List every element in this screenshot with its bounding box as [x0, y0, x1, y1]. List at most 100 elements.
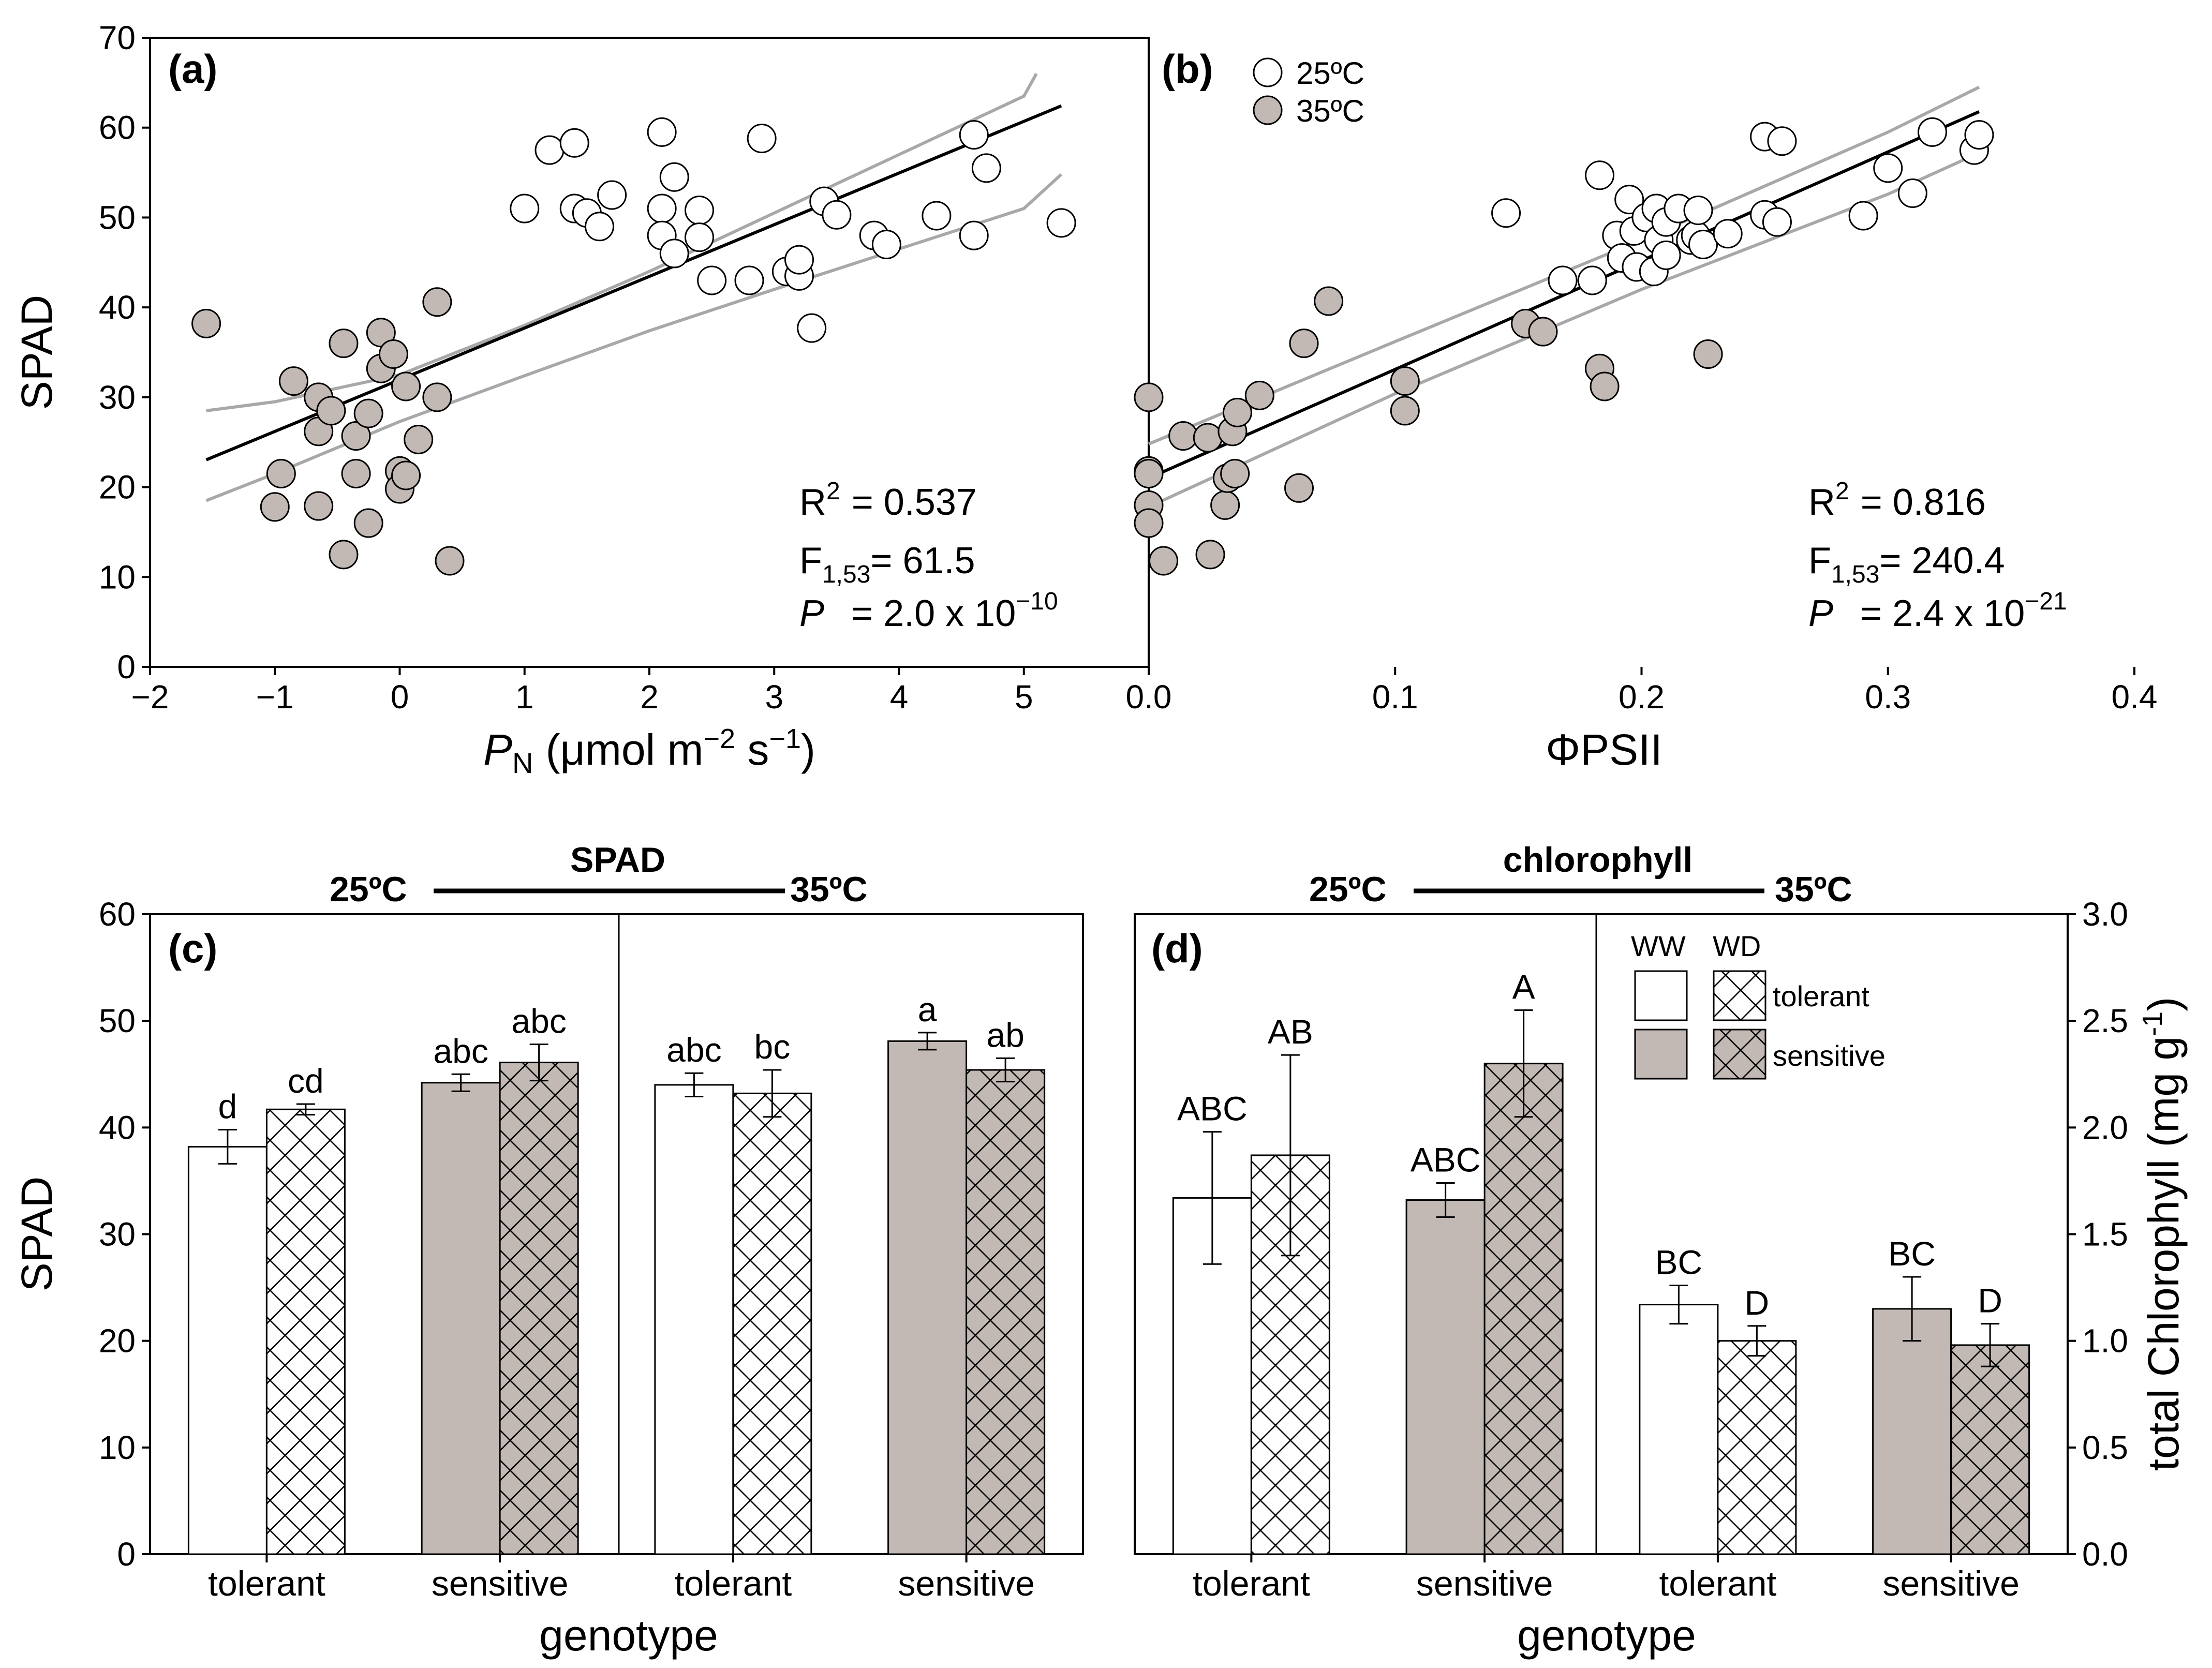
point-35c — [1314, 286, 1344, 316]
point-35c — [1134, 508, 1164, 538]
group-label: sensitive — [1416, 1564, 1553, 1603]
y-tick-label: 50 — [99, 199, 136, 236]
point-25c — [1651, 240, 1681, 270]
panel-c-group-labels: tolerant sensitive tolerant sensitive — [208, 1554, 1035, 1603]
point-25c — [535, 135, 565, 165]
y-tick-label: 40 — [99, 1109, 136, 1146]
point-25c — [1917, 117, 1947, 147]
svg-text:PN(μmol m−2 s−1): PN (μmol m−2 s−1) — [483, 723, 815, 779]
y-tick-label: 10 — [99, 1429, 136, 1466]
point-35c — [266, 459, 296, 489]
y-tick-label: 1.0 — [2082, 1322, 2128, 1360]
ci-upper-line — [206, 73, 1038, 412]
y-tick-label: 3.0 — [2082, 896, 2128, 933]
point-25c — [1767, 126, 1797, 156]
point-35c — [1528, 317, 1558, 347]
x-tick-label: 0.0 — [1126, 678, 1172, 716]
significance-letter: a — [918, 990, 937, 1029]
y-tick-label: 70 — [99, 19, 136, 56]
point-25c — [1577, 265, 1607, 295]
y-tick-label: 50 — [99, 1002, 136, 1039]
bar-wd-sensitive — [966, 1069, 1046, 1555]
point-35c — [422, 382, 452, 412]
significance-letter: ABC — [1411, 1141, 1481, 1179]
x-tick-label: 2 — [640, 678, 659, 716]
significance-letter: abc — [666, 1031, 721, 1069]
y-tick-label: 0 — [117, 648, 136, 686]
y-tick-label: 1.5 — [2082, 1216, 2128, 1253]
panel-b: 0.0 0.1 0.2 0.3 0.4 (b) ΦPSII 25ºC 35ºC R2 = … — [1126, 46, 2158, 774]
panel-d-title: chlorophyll — [1503, 840, 1693, 880]
x-tick-label: −2 — [131, 678, 169, 716]
bar-ww-sensitive — [1405, 1199, 1486, 1555]
svg-text:R2= 0.816: R2 = 0.816 — [1808, 478, 1986, 523]
point-35c — [1220, 459, 1250, 489]
point-35c — [353, 508, 383, 538]
y-tick-label: 0 — [117, 1536, 136, 1573]
point-35c — [404, 425, 434, 455]
panel-d-group-labels: tolerant sensitive tolerant sensitive — [1193, 1554, 2020, 1603]
point-35c — [391, 460, 421, 490]
group-label: tolerant — [674, 1564, 792, 1603]
legend-ww-sensitive-swatch — [1634, 1029, 1688, 1080]
point-35c — [191, 308, 221, 338]
x-tick-label: 0 — [391, 678, 409, 716]
significance-letter: BC — [1655, 1243, 1703, 1281]
panel-b-label: (b) — [1162, 46, 1213, 92]
x-tick-label: 1 — [515, 678, 534, 716]
group-label: tolerant — [1659, 1564, 1776, 1603]
x-tick-label: 0.3 — [1865, 678, 1911, 716]
panel-d-label: (d) — [1151, 926, 1203, 971]
x-tick-label: 0.2 — [1619, 678, 1665, 716]
point-25c — [784, 245, 814, 275]
panel-b-x-ticks: 0.0 0.1 0.2 0.3 0.4 — [1126, 667, 2158, 716]
point-25c — [1548, 265, 1578, 295]
point-25c — [922, 201, 952, 231]
point-25c — [647, 193, 677, 224]
point-25c — [747, 124, 777, 154]
y-tick-label: 0.0 — [2082, 1536, 2128, 1573]
bar-ww-sensitive — [421, 1082, 501, 1555]
y-tick-label: 20 — [99, 1322, 136, 1360]
point-25c — [822, 200, 852, 230]
bar-ww-sensitive — [1872, 1308, 1952, 1555]
point-25c — [1614, 185, 1644, 215]
point-35c — [304, 491, 334, 521]
panel-d-ylabel: total Chlorophyll (mg g-1) — [2137, 997, 2188, 1471]
bar-wd-sensitive — [1483, 1063, 1564, 1555]
significance-letter: BC — [1888, 1234, 1936, 1273]
y-tick-label: 0.5 — [2082, 1429, 2128, 1466]
point-25c — [659, 162, 689, 192]
significance-letter: bc — [754, 1027, 791, 1066]
y-tick-label: 2.5 — [2082, 1002, 2128, 1039]
panel-a: −2 −1 0 1 2 3 4 5 0 10 20 30 40 50 60 70 (a) SPAD PN (μ… — [12, 19, 1150, 779]
group-label: sensitive — [898, 1564, 1035, 1603]
significance-letter: cd — [288, 1062, 324, 1100]
panel-a-x-ticks: −2 −1 0 1 2 3 4 5 — [131, 667, 1033, 716]
significance-letter: ABC — [1177, 1090, 1248, 1128]
point-35c — [1149, 546, 1179, 576]
panel-c-y-ticks: 0 10 20 30 40 50 60 — [99, 896, 150, 1573]
panel-a-ylabel: SPAD — [12, 295, 61, 410]
panel-b-xlabel: ΦPSII — [1546, 725, 1662, 774]
svg-text:F1,53= 61.5: F1,53= 61.5 — [799, 540, 975, 588]
x-tick-label: 0.4 — [2112, 678, 2158, 716]
panel-c-label: (c) — [168, 926, 217, 971]
point-25c — [734, 265, 764, 295]
bar-ww-tolerant — [654, 1084, 734, 1555]
x-tick-label: 0.1 — [1372, 678, 1418, 716]
legend-25c-marker — [1253, 57, 1283, 87]
point-35c — [278, 366, 308, 396]
point-35c — [1168, 421, 1198, 451]
y-tick-label: 30 — [99, 379, 136, 416]
point-25c — [871, 230, 901, 260]
svg-text:P= 2.0 x 10−10: P = 2.0 x 10−10 — [799, 588, 1058, 634]
point-25c — [1491, 198, 1521, 228]
point-35c — [391, 371, 421, 401]
y-tick-label: 60 — [99, 109, 136, 146]
point-35c — [422, 287, 452, 317]
panel-a-points — [191, 117, 1076, 576]
point-35c — [435, 546, 465, 576]
